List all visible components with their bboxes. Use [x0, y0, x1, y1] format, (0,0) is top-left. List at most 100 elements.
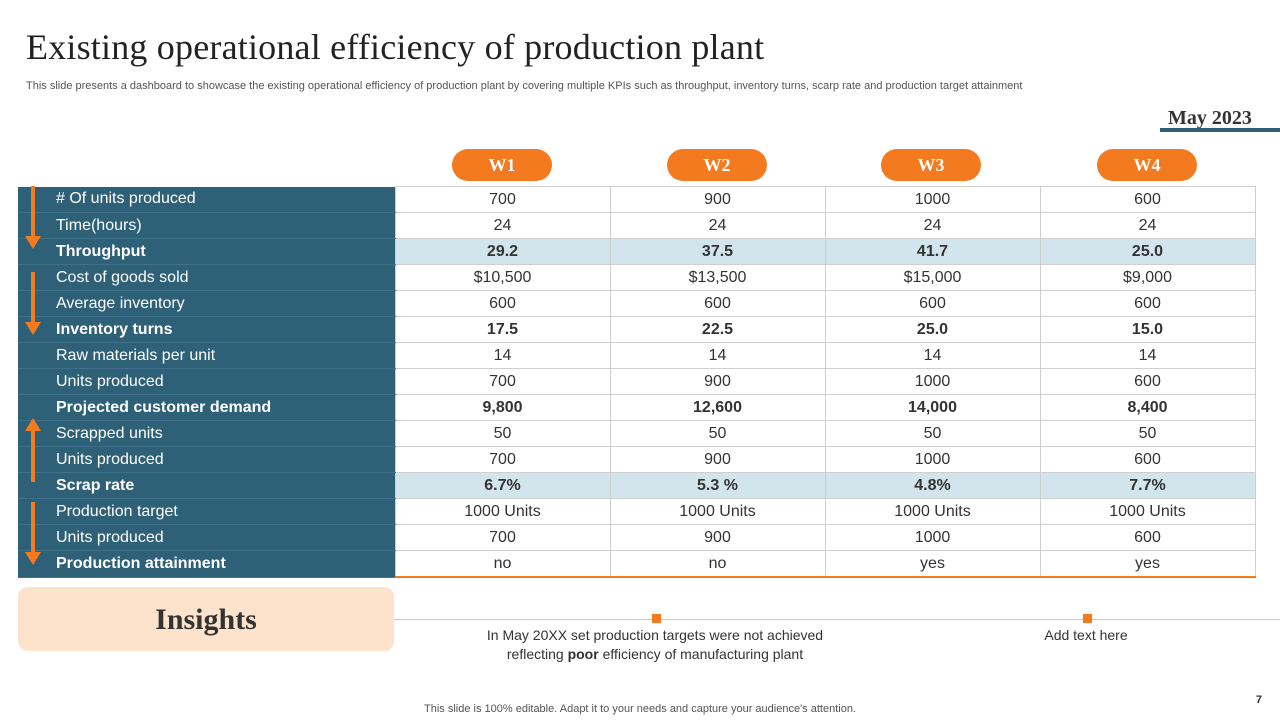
- date-underline: [1160, 128, 1280, 132]
- table-cell: 1000: [824, 446, 1041, 473]
- table-cell: 37.5: [609, 238, 826, 265]
- table-cell: 700: [394, 446, 611, 473]
- table-cell: 50: [1039, 420, 1256, 447]
- week-pill-w2: W2: [667, 149, 767, 181]
- date-label: May 2023: [1168, 107, 1252, 129]
- table-row: Time(hours) 24 24 24 24: [18, 212, 1256, 239]
- table-cell: 24: [609, 212, 826, 239]
- table-cell: no: [394, 550, 611, 578]
- table-cell: 14: [394, 342, 611, 369]
- table-cell: $9,000: [1039, 264, 1256, 291]
- table-cell: 600: [1039, 186, 1256, 213]
- row-label-throughput: Throughput: [18, 238, 395, 265]
- insight-text-part: In May 20XX set production targets were …: [486, 627, 824, 662]
- row-label-scrap-rate: Scrap rate: [18, 472, 395, 499]
- table-cell: 700: [394, 368, 611, 395]
- table-cell: $15,000: [824, 264, 1041, 291]
- table-cell: 700: [394, 524, 611, 551]
- row-label-units-produced: Units produced: [18, 368, 395, 395]
- kpi-table: # Of units produced 700 900 1000 600 Tim…: [18, 186, 1256, 578]
- footer-note: This slide is 100% editable. Adapt it to…: [424, 703, 856, 715]
- slide-title: Existing operational efficiency of produ…: [26, 27, 765, 67]
- table-cell: 600: [609, 290, 826, 317]
- page-number: 7: [1255, 694, 1262, 706]
- table-cell: 25.0: [824, 316, 1041, 343]
- week-pill-w1: W1: [452, 149, 552, 181]
- row-label-average-inventory: Average inventory: [18, 290, 395, 317]
- table-cell: $10,500: [394, 264, 611, 291]
- table-cell: 600: [1039, 368, 1256, 395]
- table-cell: 22.5: [609, 316, 826, 343]
- table-cell: 14: [824, 342, 1041, 369]
- table-cell: 8,400: [1039, 394, 1256, 421]
- row-label-units-produced: # Of units produced: [18, 186, 395, 213]
- row-label-production-attainment: Production attainment: [18, 550, 395, 578]
- row-label-raw-materials-per-unit: Raw materials per unit: [18, 342, 395, 369]
- table-row: Units produced 700 900 1000 600: [18, 446, 1256, 473]
- table-row: Units produced 700 900 1000 600: [18, 524, 1256, 551]
- table-row: Units produced 700 900 1000 600: [18, 368, 1256, 395]
- table-cell: 900: [609, 524, 826, 551]
- table-cell: 4.8%: [824, 472, 1041, 499]
- row-label-cost-of-goods-sold: Cost of goods sold: [18, 264, 395, 291]
- table-row-throughput: Throughput 29.2 37.5 41.7 25.0: [18, 238, 1256, 265]
- table-row: Raw materials per unit 14 14 14 14: [18, 342, 1256, 369]
- week-pill-w3: W3: [881, 149, 981, 181]
- table-cell: 6.7%: [394, 472, 611, 499]
- table-cell: 600: [824, 290, 1041, 317]
- table-cell: 24: [394, 212, 611, 239]
- insight-text-emphasis: poor: [567, 646, 599, 662]
- table-cell: no: [609, 550, 826, 578]
- table-cell: 24: [824, 212, 1041, 239]
- table-cell: 14,000: [824, 394, 1041, 421]
- table-cell: 14: [1039, 342, 1256, 369]
- table-cell: 50: [824, 420, 1041, 447]
- table-cell: 600: [1039, 446, 1256, 473]
- table-row: Average inventory 600 600 600 600: [18, 290, 1256, 317]
- row-label-scrapped-units: Scrapped units: [18, 420, 395, 447]
- table-row-scrap-rate: Scrap rate 6.7% 5.3 % 4.8% 7.7%: [18, 472, 1256, 499]
- table-row-projected-customer-demand: Projected customer demand 9,800 12,600 1…: [18, 394, 1256, 421]
- table-cell: 1000: [824, 186, 1041, 213]
- table-cell: 900: [609, 446, 826, 473]
- insight-text-part: efficiency of manufacturing plant: [598, 646, 804, 662]
- table-cell: 1000 Units: [394, 498, 611, 525]
- arrow-up-icon: [25, 418, 41, 482]
- row-label-units-produced: Units produced: [18, 524, 395, 551]
- table-cell: 900: [609, 368, 826, 395]
- row-label-inventory-turns: Inventory turns: [18, 316, 395, 343]
- table-cell: 1000 Units: [1039, 498, 1256, 525]
- table-cell: 12,600: [609, 394, 826, 421]
- table-cell: 600: [1039, 524, 1256, 551]
- insights-divider: [394, 619, 1280, 620]
- table-cell: 5.3 %: [609, 472, 826, 499]
- table-cell: 1000 Units: [609, 498, 826, 525]
- table-cell: 9,800: [394, 394, 611, 421]
- table-cell: 29.2: [394, 238, 611, 265]
- table-cell: 1000: [824, 368, 1041, 395]
- row-label-units-produced: Units produced: [18, 446, 395, 473]
- arrow-down-icon: [25, 272, 41, 335]
- table-cell: 17.5: [394, 316, 611, 343]
- row-label-production-target: Production target: [18, 498, 395, 525]
- week-pill-w4: W4: [1097, 149, 1197, 181]
- table-cell: 41.7: [824, 238, 1041, 265]
- table-cell: 1000 Units: [824, 498, 1041, 525]
- row-label-projected-customer-demand: Projected customer demand: [18, 394, 395, 421]
- table-cell: 900: [609, 186, 826, 213]
- table-cell: 15.0: [1039, 316, 1256, 343]
- table-row: Production target 1000 Units 1000 Units …: [18, 498, 1256, 525]
- table-cell: 50: [394, 420, 611, 447]
- table-cell: 14: [609, 342, 826, 369]
- table-cell: 600: [1039, 290, 1256, 317]
- table-cell: 50: [609, 420, 826, 447]
- table-row: Cost of goods sold $10,500 $13,500 $15,0…: [18, 264, 1256, 291]
- table-row-inventory-turns: Inventory turns 17.5 22.5 25.0 15.0: [18, 316, 1256, 343]
- table-cell: yes: [1039, 550, 1256, 578]
- slide-subtitle: This slide presents a dashboard to showc…: [26, 80, 1023, 92]
- table-cell: yes: [824, 550, 1041, 578]
- arrow-down-icon: [25, 502, 41, 565]
- insight-text-2: Add text here: [1044, 627, 1128, 643]
- table-cell: 600: [394, 290, 611, 317]
- table-row: # Of units produced 700 900 1000 600: [18, 186, 1256, 213]
